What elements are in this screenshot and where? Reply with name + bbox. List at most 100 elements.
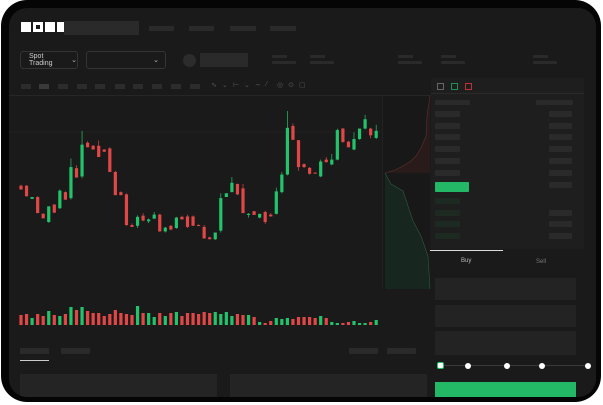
amount-input[interactable] (435, 305, 576, 327)
ask-size (549, 134, 572, 140)
nav-item[interactable] (230, 26, 256, 31)
ask-size (549, 182, 572, 188)
chart-tool-icon[interactable]: ▢ (299, 82, 306, 89)
filter-button[interactable] (349, 348, 378, 354)
candle-body (63, 192, 67, 200)
volume-bar (230, 316, 234, 325)
volume-bar (30, 318, 34, 325)
nav-item[interactable] (189, 26, 214, 31)
candle-body (352, 139, 356, 150)
timeframe-button[interactable] (21, 84, 31, 89)
volume-bar (113, 310, 117, 325)
ask-size (549, 123, 572, 129)
candlestick-chart[interactable] (9, 8, 596, 397)
candle-body (335, 130, 339, 160)
nav-item[interactable] (270, 26, 296, 31)
candle-body (330, 159, 334, 165)
timeframe-button[interactable] (39, 84, 49, 89)
slider-mark-75[interactable] (539, 363, 545, 369)
chart-tool-icon[interactable]: ⊢ (233, 82, 240, 89)
chart-tool-icon[interactable]: ⊙ (288, 82, 294, 89)
slider-mark-100[interactable] (585, 363, 591, 369)
volume-bar (63, 314, 67, 325)
volume-bar (130, 315, 134, 325)
candle-body (202, 226, 206, 239)
ask-price (435, 134, 460, 140)
candle-body (346, 141, 351, 148)
trading-mode-dropdown[interactable]: Spot Trading ⌄ (20, 51, 78, 69)
ask-size (549, 170, 572, 176)
volume-bar (152, 317, 156, 325)
volume-bar (108, 314, 112, 325)
tab-open-orders[interactable] (20, 348, 49, 354)
amount-slider[interactable] (439, 365, 589, 366)
candle-body (97, 145, 101, 157)
candle-body (191, 216, 195, 226)
candle-body (313, 172, 317, 174)
bid-size (549, 210, 572, 216)
candle-body (141, 215, 145, 221)
slider-mark-50[interactable] (504, 363, 510, 369)
price-input[interactable] (435, 278, 576, 300)
timeframe-button[interactable] (152, 84, 162, 89)
buy-tab[interactable]: Buy (461, 258, 472, 264)
volume-bar (158, 313, 162, 325)
ask-size (549, 158, 572, 164)
total-input[interactable] (435, 331, 576, 355)
orderbook-bids-icon[interactable] (451, 83, 458, 90)
buy-button[interactable] (435, 382, 576, 397)
timeframe-button[interactable] (58, 84, 68, 89)
order-card (20, 374, 217, 397)
volume-bar (41, 316, 45, 325)
orderbook-asks-icon[interactable] (465, 83, 472, 90)
chart-tool-icon[interactable]: ∿ (211, 82, 217, 89)
search-bar[interactable] (64, 21, 139, 35)
chart-tool-icon[interactable]: ⌄ (222, 82, 228, 89)
volume-bar (97, 313, 101, 325)
timeframe-button[interactable] (190, 84, 200, 89)
pair-price-placeholder (200, 53, 248, 67)
candle-body (41, 213, 45, 219)
candle-body (185, 216, 190, 227)
slider-handle[interactable] (437, 362, 444, 369)
candle-body (208, 237, 212, 240)
candle-body (47, 206, 51, 223)
chart-tool-icon[interactable]: ⁄ (266, 81, 268, 88)
stat-value (398, 61, 422, 64)
volume-bar (296, 317, 301, 325)
volume-bar (352, 321, 356, 325)
volume-bar (280, 319, 284, 325)
volume-bar (124, 314, 129, 325)
chart-tool-icon[interactable]: ◎ (277, 82, 284, 89)
volume-bar (263, 323, 267, 325)
volume-bar (274, 318, 278, 325)
candle-body (135, 216, 140, 226)
candle-body (169, 225, 173, 230)
ask-size (549, 146, 572, 152)
volume-bar (47, 311, 51, 325)
candle-body (19, 185, 23, 190)
buy-tab-underline (430, 250, 503, 251)
timeframe-button[interactable] (95, 84, 105, 89)
candle-body (274, 191, 278, 214)
sell-tab[interactable]: Sell (536, 259, 547, 265)
pair-selector[interactable]: ⌄ (86, 51, 166, 69)
orderbook-both-icon[interactable] (437, 83, 444, 90)
tab-order-history[interactable] (61, 348, 90, 354)
filter-button[interactable] (387, 348, 416, 354)
candle-body (147, 219, 151, 222)
volume-bar (58, 316, 62, 325)
candle-body (241, 188, 245, 214)
candle-body (263, 211, 267, 223)
timeframe-button[interactable] (171, 84, 181, 89)
chart-tool-icon[interactable]: ⌄ (244, 82, 250, 89)
timeframe-button[interactable] (115, 84, 125, 89)
candle-body (224, 193, 228, 197)
volume-bar (208, 313, 212, 325)
timeframe-button[interactable] (77, 84, 87, 89)
timeframe-button[interactable] (133, 84, 143, 89)
chart-tool-icon[interactable]: ∼ (255, 82, 261, 89)
slider-mark-25[interactable] (465, 363, 471, 369)
nav-item[interactable] (149, 26, 174, 31)
candle-body (30, 197, 34, 199)
